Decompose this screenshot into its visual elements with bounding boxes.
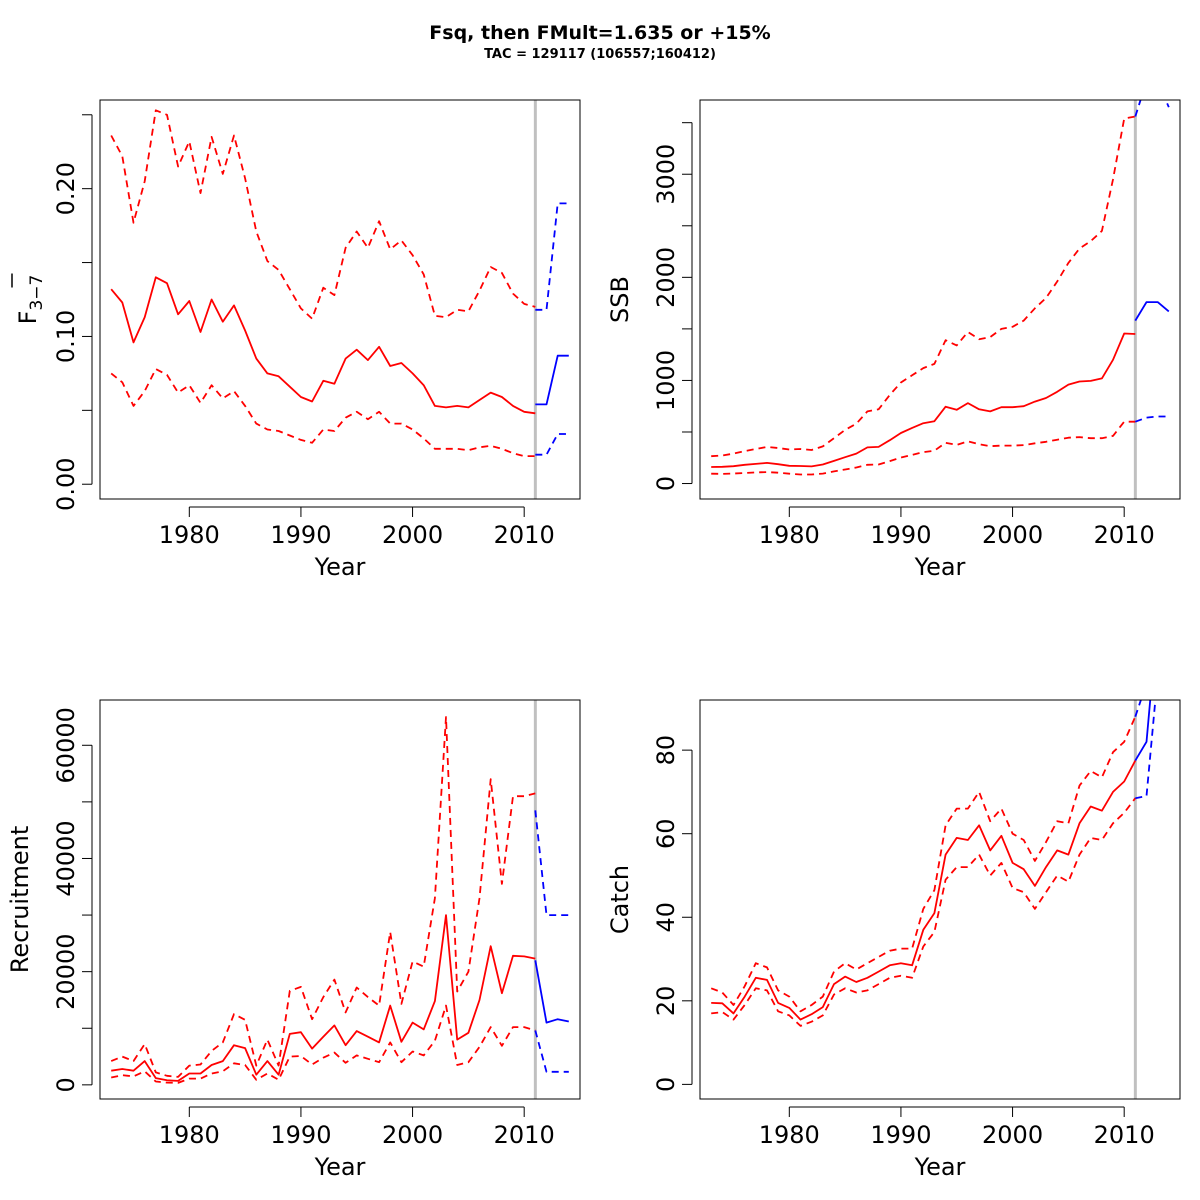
f-panel: 1980 1990 2000 2010 Year 0.00 0.10 0.20 F3−7 [11,99,581,581]
ssb-y-tick-label: 1000 [652,350,680,411]
chart-title: Fsq, then FMult=1.635 or +15% [429,22,771,44]
chart-subtitle: TAC = 129117 (106557;160412) [484,47,716,62]
catch-plot-frame [699,699,1181,1100]
recruitment-y-tick-label: 0 [52,1077,80,1092]
recruitment-x-tick-label: 1990 [270,1121,331,1149]
ssb-x-tick-label: 1980 [759,521,820,549]
f-history-lower-series [110,368,536,458]
ssb-x-tick-label: 1990 [870,521,931,549]
f-history-upper-series [110,109,536,320]
f-data-lines [110,109,569,458]
catch-y-tick-label: 0 [652,1077,680,1092]
recruitment-y-tick-label: 20000 [52,933,80,1009]
catch-projection-median-series [1134,700,1152,762]
ssb-y-axis-title: SSB [606,276,634,323]
recruitment-projection-upper-series [534,810,569,916]
catch-x-tick-label: 2000 [982,1121,1043,1149]
ssb-projection-lower-series [1134,415,1169,423]
catch-data-lines [710,700,1157,1027]
recruitment-panel: 1980 1990 2000 2010 Year 0 20000 40000 60000 Recr… [6,699,581,1181]
recruitment-y-tick-label: 40000 [52,820,80,896]
f-y-tick-label: 0.10 [52,310,80,363]
catch-x-tick-label: 1980 [759,1121,820,1149]
ssb-data-lines [711,100,1170,476]
recruitment-y-tick-label: 60000 [52,707,80,783]
ssb-plot-frame [699,99,1181,500]
f-y-tick-label: 0.00 [52,458,80,511]
ssb-y-tick-label: 0 [652,476,680,491]
recruitment-x-tick-label: 1980 [159,1121,220,1149]
f-x-tick-label: 1980 [159,521,220,549]
f-projection-upper-series [535,202,569,311]
recruitment-x-tick-label: 2000 [382,1121,443,1149]
catch-history-upper-series [710,716,1137,1013]
ssb-y-tick-label: 3000 [652,144,680,205]
f-y-axis-title-main: F [14,311,42,325]
f-x-axis-title: Year [314,553,366,581]
ssb-projection-median-series [1134,301,1170,322]
recruitment-y-axis-title: Recruitment [6,826,34,973]
ssb-x-axis-title: Year [914,553,966,581]
ssb-history-upper-series [711,115,1136,458]
ssb-history-lower-series [711,420,1136,476]
recruitment-projection-median-series [534,960,569,1024]
catch-history-lower-series [711,797,1137,1027]
catch-x-axis-title: Year [914,1153,966,1181]
catch-y-tick-label: 40 [652,902,680,933]
recruitment-history-median-series [111,914,536,1082]
catch-y-tick-label: 20 [652,986,680,1017]
recruitment-projection-lower-series [534,1030,569,1073]
catch-y-tick-label: 60 [652,818,680,849]
catch-x-tick-label: 1990 [870,1121,931,1149]
ssb-projection-upper-series [1134,100,1170,117]
f-projection-median-series [535,354,569,406]
ssb-panel: 1980 1990 2000 2010 Year 0 1000 2000 3000 SSB [606,99,1181,581]
ssb-y-tick-label: 2000 [652,247,680,308]
f-x-tick-label: 2010 [494,521,555,549]
f-y-axis-title-subscript: 3−7 [27,275,47,311]
catch-projection-upper-series [1134,700,1142,717]
recruitment-plot-frame [99,699,581,1100]
f-plot-frame [99,99,581,500]
recruitment-data-lines [110,716,569,1084]
catch-y-axis-title: Catch [606,865,634,934]
f-y-tick-label: 0.20 [52,162,80,215]
ssb-x-tick-label: 2000 [982,521,1043,549]
f-history-median-series [110,276,536,415]
ssb-history-median-series [711,332,1136,468]
catch-panel: 1980 1990 2000 2010 Year 0 20 40 60 80 Catch [606,699,1181,1181]
f-x-tick-label: 1990 [270,521,331,549]
f-x-tick-label: 2000 [382,521,443,549]
catch-projection-lower-series [1135,700,1157,800]
catch-y-tick-label: 80 [652,735,680,766]
ssb-x-tick-label: 2010 [1094,521,1155,549]
recruitment-x-tick-label: 2010 [494,1121,555,1149]
recruitment-history-upper-series [110,716,536,1078]
recruitment-x-axis-title: Year [314,1153,366,1181]
f-projection-lower-series [535,433,569,456]
recruitment-history-lower-series [111,1004,536,1084]
f-y-axis-title: F3−7 [14,275,47,325]
catch-history-median-series [711,760,1137,1021]
catch-x-tick-label: 2010 [1094,1121,1155,1149]
